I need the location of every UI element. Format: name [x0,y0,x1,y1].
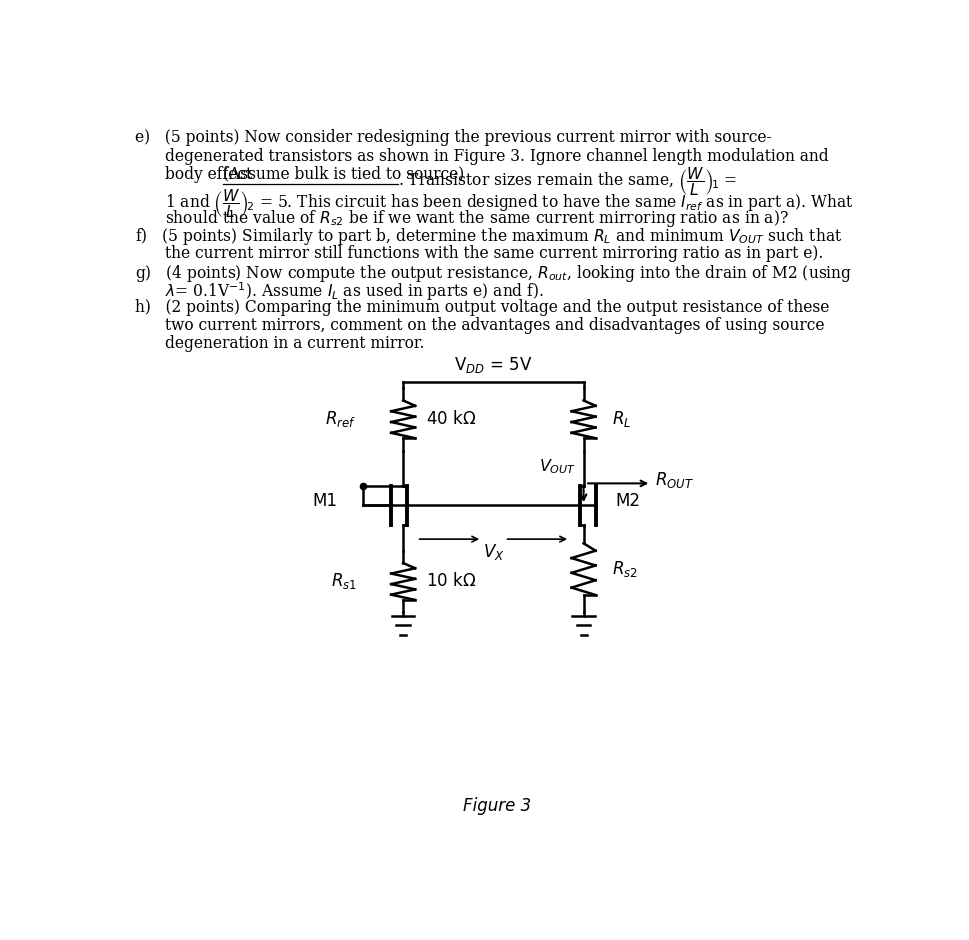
Text: f)   (5 points) Similarly to part b, determine the maximum $R_L$ and minimum $V_: f) (5 points) Similarly to part b, deter… [135,227,841,247]
Text: . Transistor sizes remain the same, $\left(\dfrac{W}{L}\right)_{\!1}$ =: . Transistor sizes remain the same, $\le… [397,165,736,198]
Text: the current mirror still functions with the same current mirroring ratio as in p: the current mirror still functions with … [165,244,823,261]
Text: 10 k$\Omega$: 10 k$\Omega$ [425,572,476,590]
Text: body effect: body effect [165,165,257,182]
Text: e)   (5 points) Now consider redesigning the previous current mirror with source: e) (5 points) Now consider redesigning t… [135,130,770,147]
Text: $\lambda$= 0.1V$^{-1}$). Assume $I_L$ as used in parts e) and f).: $\lambda$= 0.1V$^{-1}$). Assume $I_L$ as… [165,281,544,304]
Text: should the value of $R_{s2}$ be if we want the same current mirroring ratio as i: should the value of $R_{s2}$ be if we wa… [165,209,788,229]
Text: $V_X$: $V_X$ [483,542,504,562]
Text: 1 and $\left(\dfrac{W}{L}\right)_{\!2}$ = 5. This circuit has been designed to h: 1 and $\left(\dfrac{W}{L}\right)_{\!2}$ … [165,187,853,220]
Text: h)   (2 points) Comparing the minimum output voltage and the output resistance o: h) (2 points) Comparing the minimum outp… [135,299,828,316]
Text: $R_{s1}$: $R_{s1}$ [330,572,357,591]
Text: M2: M2 [614,493,640,510]
Text: two current mirrors, comment on the advantages and disadvantages of using source: two current mirrors, comment on the adva… [165,317,824,334]
Text: $R_{ref}$: $R_{ref}$ [326,409,357,430]
Text: (Assume bulk is tied to source): (Assume bulk is tied to source) [223,165,464,182]
Text: V$_{DD}$ = 5V: V$_{DD}$ = 5V [453,354,532,375]
Text: $R_{s2}$: $R_{s2}$ [611,559,638,579]
Text: $R_L$: $R_L$ [611,409,631,430]
Text: degenerated transistors as shown in Figure 3. Ignore channel length modulation a: degenerated transistors as shown in Figu… [165,148,828,164]
Text: $V_{OUT}$: $V_{OUT}$ [538,458,576,477]
Text: degeneration in a current mirror.: degeneration in a current mirror. [165,335,423,352]
Text: g)   (4 points) Now compute the output resistance, $R_{out}$, looking into the d: g) (4 points) Now compute the output res… [135,262,851,284]
Text: 40 k$\Omega$: 40 k$\Omega$ [425,411,476,429]
Text: M1: M1 [312,493,336,510]
Text: $R_{OUT}$: $R_{OUT}$ [654,470,694,490]
Text: Figure 3: Figure 3 [462,797,531,815]
